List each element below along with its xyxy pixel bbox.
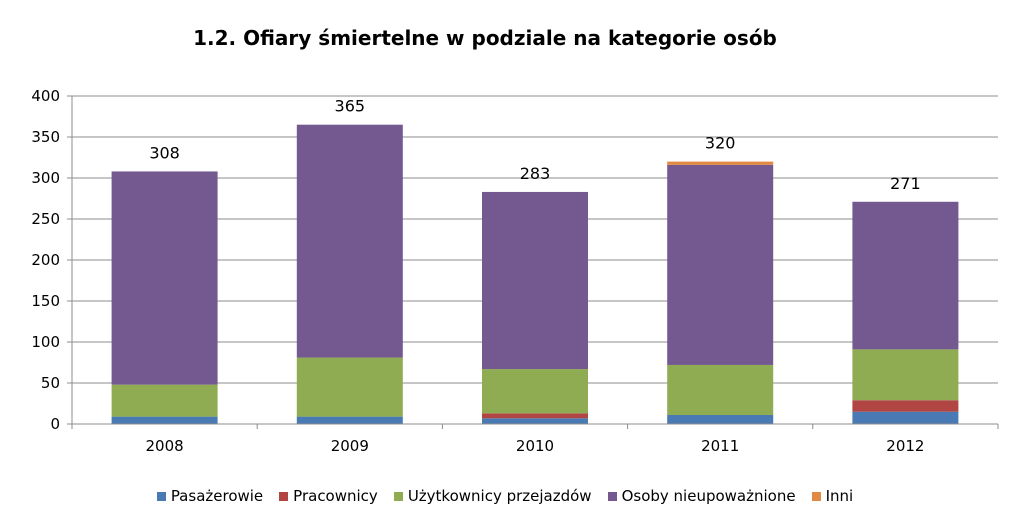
- bar-segment: [296, 357, 403, 417]
- labels: 0 50 100 150 200 250 300 350 400 308 2008 365 2009 28…: [31, 87, 924, 455]
- y-tick-label: 250: [31, 210, 60, 228]
- legend-swatch: [156, 491, 166, 501]
- y-tick-label: 350: [31, 128, 60, 146]
- legend-item: Osoby nieupoważnione: [607, 487, 796, 505]
- legend-item: Użytkownicy przejazdów: [393, 487, 592, 505]
- legend-swatch: [811, 491, 821, 501]
- legend-swatch: [393, 491, 403, 501]
- bar-total-label: 365: [335, 97, 366, 116]
- x-tick-label: 2009: [331, 437, 369, 455]
- legend-swatch: [279, 491, 289, 501]
- axes: [67, 95, 999, 429]
- bar-total-label: 308: [149, 143, 180, 162]
- legend-item: Pracownicy: [279, 487, 378, 505]
- legend-label: Inni: [825, 487, 854, 505]
- bar-segment: [667, 414, 774, 424]
- x-tick-label: 2012: [886, 437, 924, 455]
- y-tick-label: 50: [41, 374, 60, 392]
- x-tick-label: 2011: [701, 437, 739, 455]
- bar-segment: [852, 349, 959, 401]
- bar-segment: [482, 191, 588, 370]
- bar-segment: [482, 413, 588, 419]
- bars: [111, 124, 959, 424]
- bar-segment: [852, 400, 959, 412]
- bar-segment: [852, 411, 959, 424]
- legend-item: Inni: [811, 487, 854, 505]
- bar-total-label: 320: [705, 134, 736, 153]
- y-tick-label: 150: [31, 292, 60, 310]
- bar-segment: [111, 384, 218, 417]
- bar-segment: [111, 416, 218, 424]
- y-tick-label: 0: [50, 415, 60, 433]
- bar-segment: [667, 164, 774, 365]
- y-tick-label: 400: [31, 87, 60, 105]
- x-tick-label: 2010: [516, 437, 554, 455]
- bar-segment: [667, 161, 774, 165]
- legend-label: Pasażerowie: [170, 487, 264, 505]
- legend-swatch: [607, 491, 617, 501]
- x-tick-label: 2008: [146, 437, 184, 455]
- chart-title: 1.2. Ofiary śmiertelne w podziale na kat…: [193, 26, 777, 50]
- y-tick-label: 100: [31, 333, 60, 351]
- bar-segment: [852, 201, 959, 350]
- legend-item: Pasażerowie: [156, 487, 264, 505]
- bar-total-label: 283: [520, 164, 551, 183]
- bar-segment: [296, 416, 403, 424]
- bar-segment: [667, 364, 774, 415]
- bar-total-label: 271: [890, 174, 921, 193]
- bar-segment: [296, 124, 403, 358]
- legend-label: Użytkownicy przejazdów: [407, 487, 592, 505]
- legend-label: Pracownicy: [293, 487, 378, 505]
- legend: Pasażerowie Pracownicy Użytkownicy przejaz…: [0, 487, 1010, 505]
- y-tick-label: 200: [31, 251, 60, 269]
- bar-segment: [111, 171, 218, 385]
- legend-label: Osoby nieupoważnione: [621, 487, 796, 505]
- bar-segment: [482, 369, 588, 414]
- y-tick-label: 300: [31, 169, 60, 187]
- bar-segment: [482, 418, 588, 424]
- stacked-bar-chart: 0 50 100 150 200 250 300 350 400 308 2008 365 2009 28…: [31, 87, 999, 455]
